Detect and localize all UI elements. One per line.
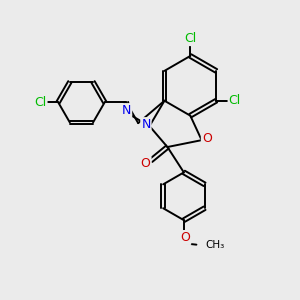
Text: O: O [180,231,190,244]
Text: O: O [202,132,212,145]
Text: Cl: Cl [184,32,196,45]
Text: CH₃: CH₃ [206,240,225,250]
Text: Cl: Cl [34,96,46,109]
Text: Cl: Cl [229,94,241,107]
Text: N: N [122,104,131,117]
Text: O: O [141,157,151,170]
Text: N: N [141,118,151,131]
